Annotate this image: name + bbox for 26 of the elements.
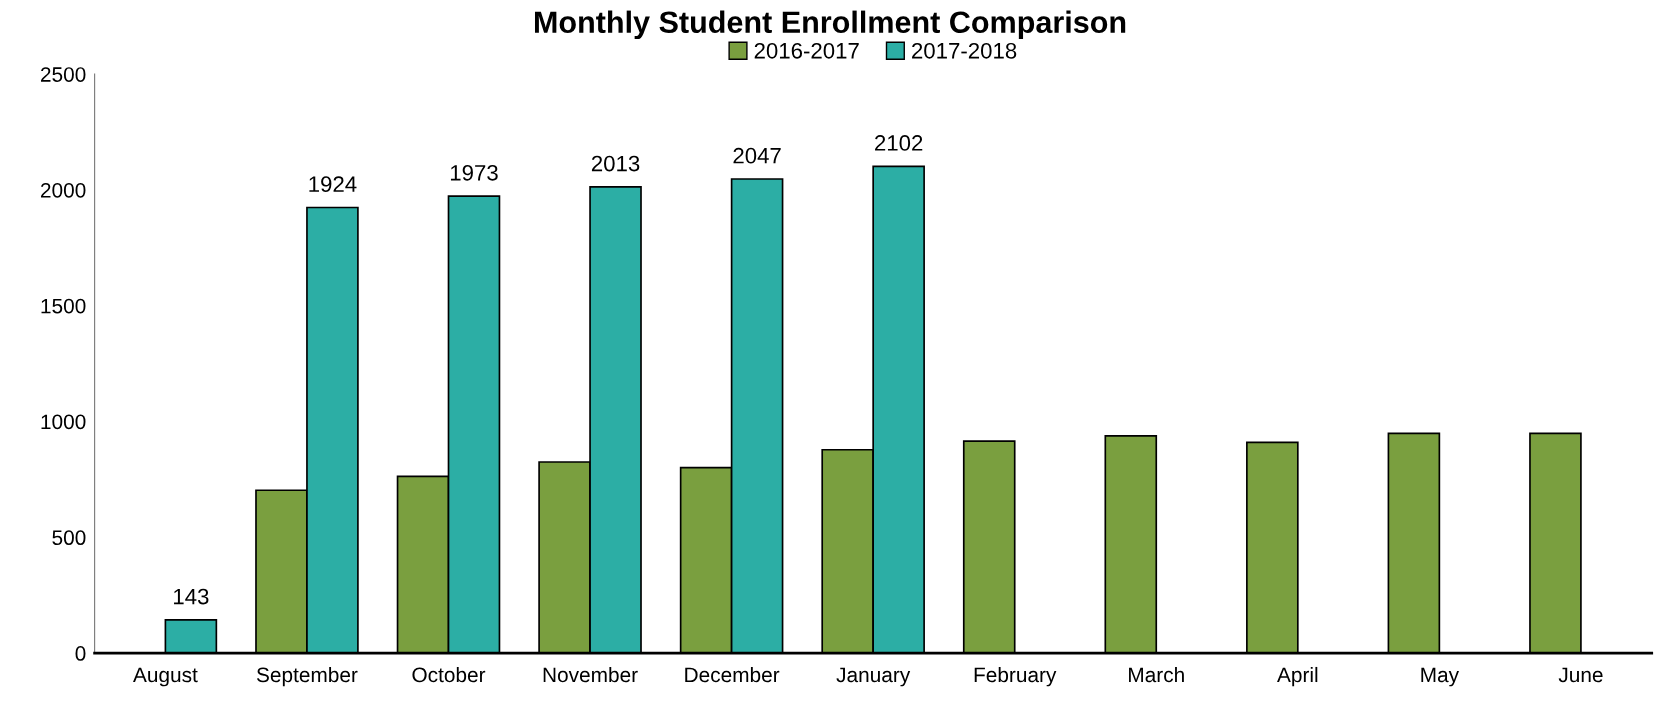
x-tick-label: September [256, 666, 358, 687]
data-label: 143 [174, 588, 209, 605]
x-tick-label: March [1129, 666, 1184, 683]
x-tick-label: August [133, 667, 198, 687]
x-tick-label: December [685, 666, 780, 683]
x-tick-label: February [974, 666, 1057, 687]
x-tick-label: October [412, 666, 486, 683]
legend-label: 2017-2018 [912, 42, 1017, 59]
y-tick-label: 500 [52, 530, 86, 546]
x-tick-label: May [1421, 667, 1460, 687]
x-tick-label: November [543, 666, 638, 683]
data-label: 2102 [875, 135, 923, 151]
data-label: 1924 [309, 176, 357, 193]
chart-title: Monthly Student Enrollment Comparison [534, 10, 1126, 40]
x-tick-label: January [836, 667, 911, 687]
y-tick-label: 2000 [40, 182, 86, 198]
x-tick-label: April [1277, 666, 1318, 687]
data-label: 2013 [591, 155, 640, 172]
legend-label: 2016-2017 [754, 42, 859, 59]
y-tick-label: 0 [75, 646, 86, 661]
data-label: 2047 [733, 147, 781, 164]
y-tick-label: 2500 [40, 67, 86, 82]
y-tick-label: 1500 [41, 298, 86, 314]
y-tick-label: 1000 [41, 414, 86, 430]
data-label: 1973 [450, 164, 498, 181]
x-tick-label: June [1558, 667, 1603, 683]
